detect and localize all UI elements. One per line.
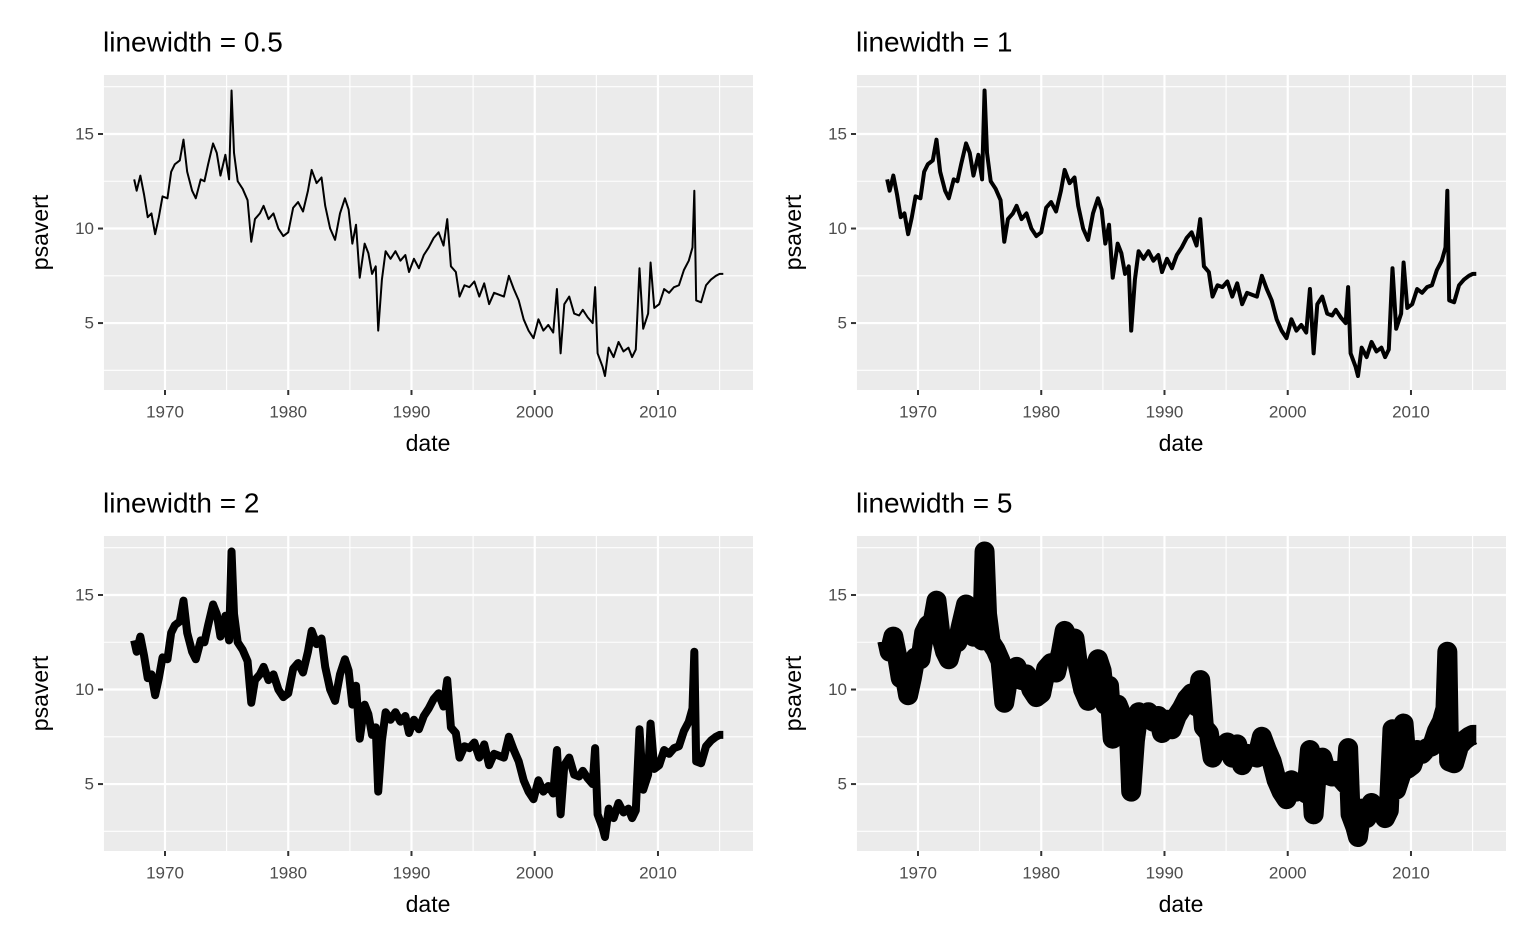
data-line	[885, 88, 1477, 379]
x-tick-label: 2010	[639, 402, 677, 421]
x-tick-label: 1970	[899, 863, 937, 882]
x-tick-label: 1990	[1146, 402, 1184, 421]
x-tick-label: 1980	[1022, 863, 1060, 882]
x-tick-label: 1970	[899, 402, 937, 421]
x-axis-title: date	[1159, 891, 1204, 917]
x-tick-label: 2000	[516, 863, 554, 882]
panel-title: linewidth = 5	[856, 487, 1012, 518]
panel-title: linewidth = 2	[103, 487, 259, 518]
x-axis-title: date	[1159, 430, 1204, 456]
x-tick-label: 2000	[516, 402, 554, 421]
y-axis-title: psavert	[27, 194, 53, 270]
x-tick-label: 1990	[393, 863, 431, 882]
x-tick-label: 2010	[1392, 863, 1430, 882]
y-tick-label: 10	[828, 219, 847, 238]
x-tick-label: 1990	[393, 402, 431, 421]
y-tick-label: 10	[75, 680, 94, 699]
x-tick-label: 2000	[1269, 402, 1307, 421]
x-tick-label: 1980	[1022, 402, 1060, 421]
y-axis-title: psavert	[780, 655, 806, 731]
x-tick-label: 2000	[1269, 863, 1307, 882]
x-axis-title: date	[406, 891, 451, 917]
y-axis-title: psavert	[27, 655, 53, 731]
x-tick-label: 2010	[639, 863, 677, 882]
x-tick-label: 1980	[269, 863, 307, 882]
y-tick-label: 15	[75, 124, 94, 143]
y-tick-label: 5	[85, 775, 94, 794]
y-tick-label: 5	[838, 775, 847, 794]
panel: linewidth = 5 1970 1980 1990 2000 2010 5 10 15 da…	[780, 487, 1506, 917]
x-axis-title: date	[406, 430, 451, 456]
y-tick-label: 5	[838, 314, 847, 333]
x-tick-label: 2010	[1392, 402, 1430, 421]
series-layer	[877, 541, 1483, 848]
data-line	[877, 541, 1483, 848]
panel: linewidth = 1 1970 1980 1990 2000 2010 5 10 15 da…	[780, 26, 1506, 456]
y-tick-label: 5	[85, 314, 94, 333]
series-layer	[885, 88, 1477, 379]
panel-title: linewidth = 1	[856, 26, 1012, 57]
y-tick-label: 15	[828, 124, 847, 143]
y-tick-label: 15	[828, 585, 847, 604]
plot-background	[103, 536, 753, 851]
data-line	[133, 89, 724, 378]
data-line	[130, 547, 724, 842]
panel-title: linewidth = 0.5	[103, 26, 283, 57]
y-axis-title: psavert	[780, 194, 806, 270]
series-layer	[133, 89, 724, 378]
x-tick-label: 1970	[146, 863, 184, 882]
plot-background	[103, 75, 753, 390]
y-tick-label: 10	[75, 219, 94, 238]
x-tick-label: 1990	[1146, 863, 1184, 882]
panel: linewidth = 0.5 1970 1980 1990 2000 2010 5 10 15…	[27, 26, 753, 456]
panel: linewidth = 2 1970 1980 1990 2000 2010 5 10 15 da…	[27, 487, 753, 917]
x-tick-label: 1970	[146, 402, 184, 421]
x-tick-label: 1980	[269, 402, 307, 421]
y-tick-label: 15	[75, 585, 94, 604]
plot-background	[856, 75, 1506, 390]
y-tick-label: 10	[828, 680, 847, 699]
series-layer	[130, 547, 724, 842]
